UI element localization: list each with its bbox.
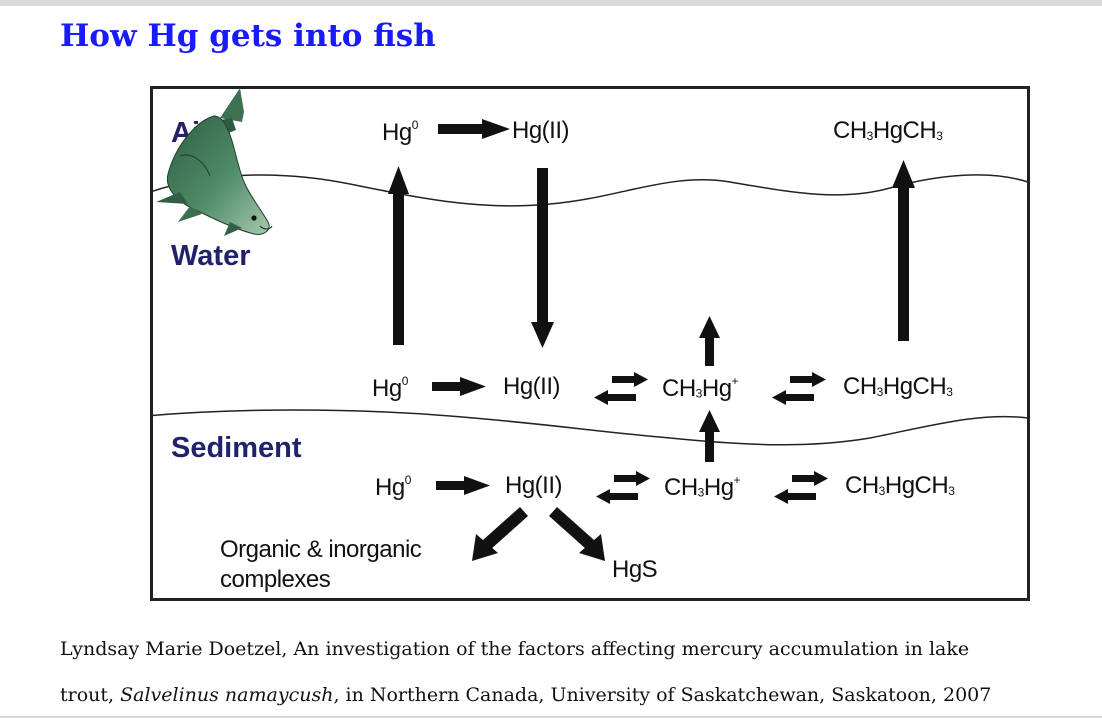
arrow-sed-dedimethylation bbox=[786, 493, 816, 500]
water-mehg-label: CH3Hg+ bbox=[662, 374, 739, 402]
zone-label-water: Water bbox=[171, 240, 251, 272]
air-water-boundary bbox=[150, 174, 1029, 207]
arrow-volatilization-head bbox=[388, 166, 409, 194]
arrow-air-oxidation bbox=[438, 124, 484, 134]
top-rule bbox=[0, 0, 1102, 6]
arrow-deposition-head bbox=[531, 322, 554, 348]
complexes-label-line2: complexes bbox=[220, 566, 331, 593]
arrow-sed-methylation bbox=[614, 475, 638, 482]
zone-label-sediment: Sediment bbox=[171, 432, 302, 464]
bottom-rule bbox=[0, 716, 1102, 718]
arrow-water-dimethylation bbox=[790, 376, 814, 383]
arrow-mehg-release-head bbox=[699, 410, 720, 432]
arrow-water-methylation bbox=[612, 376, 636, 383]
diagram-frame bbox=[150, 86, 1030, 601]
arrow-dmhg-evasion-head bbox=[892, 160, 915, 188]
arrow-water-oxidation bbox=[432, 382, 462, 391]
water-sediment-boundary bbox=[150, 409, 1029, 446]
air-dmhg-label: CH3HgCH3 bbox=[833, 117, 943, 144]
arrow-dmhg-evasion bbox=[898, 186, 909, 341]
fish-icon bbox=[156, 88, 273, 236]
arrow-sed-oxidation bbox=[436, 481, 466, 490]
hgs-label: HgS bbox=[612, 556, 658, 583]
water-dmhg-label: CH3HgCH3 bbox=[843, 373, 953, 400]
sediment-hg2-label: Hg(II) bbox=[505, 472, 563, 499]
diagram-graphics bbox=[150, 86, 1030, 601]
species-name: Salvelinus namaycush bbox=[120, 684, 334, 706]
sediment-hg0-label: Hg0 bbox=[375, 473, 411, 501]
complexes-label-line1: Organic & inorganic bbox=[220, 536, 422, 563]
arrow-air-oxidation-head bbox=[482, 119, 510, 139]
arrow-to-complexes bbox=[483, 507, 528, 549]
arrow-to-hgs bbox=[549, 507, 594, 549]
water-hg2-label: Hg(II) bbox=[503, 373, 561, 400]
arrow-volatilization bbox=[393, 192, 404, 345]
arrow-mehg-release bbox=[705, 430, 714, 462]
arrow-sed-demethylation bbox=[608, 493, 638, 500]
sediment-dmhg-label: CH3HgCH3 bbox=[845, 472, 955, 499]
air-hg0-label: Hg0 bbox=[382, 118, 418, 146]
sediment-mehg-label: CH3Hg+ bbox=[664, 473, 741, 501]
air-hg2-label: Hg(II) bbox=[512, 117, 570, 144]
page-title: How Hg gets into fish bbox=[60, 18, 436, 54]
citation-line-2: trout, Salvelinus namaycush, in Northern… bbox=[60, 684, 992, 706]
arrow-fish-uptake bbox=[705, 336, 714, 366]
arrow-deposition bbox=[537, 168, 548, 324]
mercury-cycle-diagram: Air Water Sediment Hg0 Hg(II) CH3HgCH3 H… bbox=[150, 86, 1030, 601]
citation-line-1: Lyndsay Marie Doetzel, An investigation … bbox=[60, 638, 970, 660]
water-hg0-label: Hg0 bbox=[372, 374, 408, 402]
arrow-water-oxidation-head bbox=[460, 377, 486, 396]
arrow-water-demethylation bbox=[606, 394, 636, 401]
arrow-fish-uptake-head bbox=[699, 316, 720, 338]
arrow-water-dedimethylation bbox=[784, 394, 814, 401]
arrow-sed-dimethylation bbox=[792, 475, 816, 482]
